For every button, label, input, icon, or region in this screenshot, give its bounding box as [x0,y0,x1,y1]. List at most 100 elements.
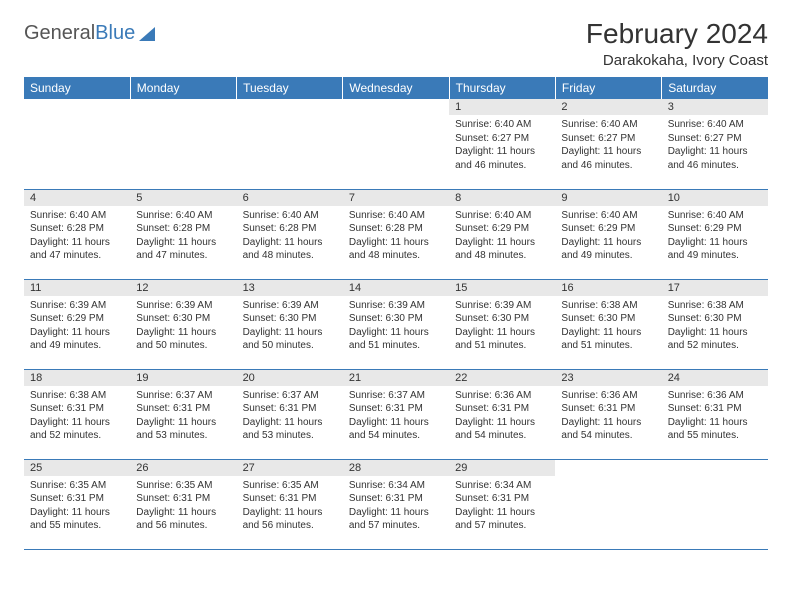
calendar-cell: 27Sunrise: 6:35 AMSunset: 6:31 PMDayligh… [237,459,343,549]
logo-word1: General [24,22,95,44]
day-data: Sunrise: 6:35 AMSunset: 6:31 PMDaylight:… [237,476,343,535]
day-number: 19 [130,370,236,386]
day-number: 4 [24,190,130,206]
calendar-cell: 4Sunrise: 6:40 AMSunset: 6:28 PMDaylight… [24,189,130,279]
calendar-cell: 14Sunrise: 6:39 AMSunset: 6:30 PMDayligh… [343,279,449,369]
calendar-cell: 2Sunrise: 6:40 AMSunset: 6:27 PMDaylight… [555,99,661,189]
calendar-row: 25Sunrise: 6:35 AMSunset: 6:31 PMDayligh… [24,459,768,549]
day-data: Sunrise: 6:38 AMSunset: 6:30 PMDaylight:… [555,296,661,355]
day-data: Sunrise: 6:40 AMSunset: 6:29 PMDaylight:… [662,206,768,265]
day-data: Sunrise: 6:38 AMSunset: 6:31 PMDaylight:… [24,386,130,445]
calendar-cell: 18Sunrise: 6:38 AMSunset: 6:31 PMDayligh… [24,369,130,459]
day-number: 18 [24,370,130,386]
calendar-cell: 1Sunrise: 6:40 AMSunset: 6:27 PMDaylight… [449,99,555,189]
day-number: 6 [237,190,343,206]
calendar-cell: 11Sunrise: 6:39 AMSunset: 6:29 PMDayligh… [24,279,130,369]
calendar-cell: .. [343,99,449,189]
weekday-header: Friday [555,77,661,99]
calendar-cell: .. [555,459,661,549]
calendar-cell: 22Sunrise: 6:36 AMSunset: 6:31 PMDayligh… [449,369,555,459]
day-number: 9 [555,190,661,206]
calendar-cell: 19Sunrise: 6:37 AMSunset: 6:31 PMDayligh… [130,369,236,459]
weekday-header: Saturday [662,77,768,99]
calendar-table: SundayMondayTuesdayWednesdayThursdayFrid… [24,77,768,550]
calendar-row: 18Sunrise: 6:38 AMSunset: 6:31 PMDayligh… [24,369,768,459]
day-number: 12 [130,280,236,296]
header: GeneralBlue February 2024 Darakokaha, Iv… [24,18,768,69]
calendar-cell: .. [237,99,343,189]
day-data: Sunrise: 6:37 AMSunset: 6:31 PMDaylight:… [237,386,343,445]
weekday-header: Monday [130,77,236,99]
logo-triangle-icon [139,27,155,41]
day-data: Sunrise: 6:40 AMSunset: 6:29 PMDaylight:… [449,206,555,265]
day-data: Sunrise: 6:37 AMSunset: 6:31 PMDaylight:… [130,386,236,445]
day-number: 22 [449,370,555,386]
day-number: 27 [237,460,343,476]
day-number: 17 [662,280,768,296]
day-data: Sunrise: 6:40 AMSunset: 6:29 PMDaylight:… [555,206,661,265]
day-number: 29 [449,460,555,476]
day-number: 5 [130,190,236,206]
day-number: 7 [343,190,449,206]
day-data: Sunrise: 6:40 AMSunset: 6:28 PMDaylight:… [130,206,236,265]
day-number: 24 [662,370,768,386]
day-data: Sunrise: 6:35 AMSunset: 6:31 PMDaylight:… [130,476,236,535]
day-data: Sunrise: 6:39 AMSunset: 6:30 PMDaylight:… [130,296,236,355]
calendar-row: ........1Sunrise: 6:40 AMSunset: 6:27 PM… [24,99,768,189]
calendar-cell: 16Sunrise: 6:38 AMSunset: 6:30 PMDayligh… [555,279,661,369]
day-number: 15 [449,280,555,296]
calendar-cell: 8Sunrise: 6:40 AMSunset: 6:29 PMDaylight… [449,189,555,279]
calendar-cell: 9Sunrise: 6:40 AMSunset: 6:29 PMDaylight… [555,189,661,279]
day-data: Sunrise: 6:38 AMSunset: 6:30 PMDaylight:… [662,296,768,355]
day-data: Sunrise: 6:35 AMSunset: 6:31 PMDaylight:… [24,476,130,535]
weekday-header: Sunday [24,77,130,99]
day-number: 1 [449,99,555,115]
day-number: 11 [24,280,130,296]
day-data: Sunrise: 6:39 AMSunset: 6:30 PMDaylight:… [237,296,343,355]
title-block: February 2024 Darakokaha, Ivory Coast [586,18,768,69]
calendar-cell: 7Sunrise: 6:40 AMSunset: 6:28 PMDaylight… [343,189,449,279]
page-title: February 2024 [586,18,768,50]
day-number: 23 [555,370,661,386]
calendar-cell: 5Sunrise: 6:40 AMSunset: 6:28 PMDaylight… [130,189,236,279]
day-data: Sunrise: 6:39 AMSunset: 6:29 PMDaylight:… [24,296,130,355]
day-data: Sunrise: 6:39 AMSunset: 6:30 PMDaylight:… [449,296,555,355]
day-data: Sunrise: 6:36 AMSunset: 6:31 PMDaylight:… [449,386,555,445]
calendar-cell: .. [662,459,768,549]
day-number: 28 [343,460,449,476]
calendar-cell: 12Sunrise: 6:39 AMSunset: 6:30 PMDayligh… [130,279,236,369]
weekday-row: SundayMondayTuesdayWednesdayThursdayFrid… [24,77,768,99]
calendar-row: 4Sunrise: 6:40 AMSunset: 6:28 PMDaylight… [24,189,768,279]
calendar-cell: 28Sunrise: 6:34 AMSunset: 6:31 PMDayligh… [343,459,449,549]
day-number: 21 [343,370,449,386]
calendar-cell: 26Sunrise: 6:35 AMSunset: 6:31 PMDayligh… [130,459,236,549]
day-data: Sunrise: 6:40 AMSunset: 6:27 PMDaylight:… [662,115,768,174]
weekday-header: Wednesday [343,77,449,99]
day-data: Sunrise: 6:40 AMSunset: 6:27 PMDaylight:… [555,115,661,174]
calendar-cell: 25Sunrise: 6:35 AMSunset: 6:31 PMDayligh… [24,459,130,549]
day-number: 8 [449,190,555,206]
day-data: Sunrise: 6:40 AMSunset: 6:28 PMDaylight:… [24,206,130,265]
logo-word2: Blue [95,22,135,44]
day-data: Sunrise: 6:40 AMSunset: 6:28 PMDaylight:… [343,206,449,265]
day-data: Sunrise: 6:37 AMSunset: 6:31 PMDaylight:… [343,386,449,445]
calendar-cell: 15Sunrise: 6:39 AMSunset: 6:30 PMDayligh… [449,279,555,369]
logo: GeneralBlue [24,18,155,45]
day-number: 25 [24,460,130,476]
location: Darakokaha, Ivory Coast [586,52,768,69]
day-data: Sunrise: 6:34 AMSunset: 6:31 PMDaylight:… [343,476,449,535]
calendar-cell: 21Sunrise: 6:37 AMSunset: 6:31 PMDayligh… [343,369,449,459]
calendar-cell: 10Sunrise: 6:40 AMSunset: 6:29 PMDayligh… [662,189,768,279]
calendar-cell: 13Sunrise: 6:39 AMSunset: 6:30 PMDayligh… [237,279,343,369]
calendar-cell: 23Sunrise: 6:36 AMSunset: 6:31 PMDayligh… [555,369,661,459]
calendar-cell: .. [24,99,130,189]
day-number: 10 [662,190,768,206]
day-number: 2 [555,99,661,115]
calendar-cell: 6Sunrise: 6:40 AMSunset: 6:28 PMDaylight… [237,189,343,279]
calendar-cell: 3Sunrise: 6:40 AMSunset: 6:27 PMDaylight… [662,99,768,189]
calendar-cell: 24Sunrise: 6:36 AMSunset: 6:31 PMDayligh… [662,369,768,459]
day-number: 20 [237,370,343,386]
day-data: Sunrise: 6:39 AMSunset: 6:30 PMDaylight:… [343,296,449,355]
weekday-header: Thursday [449,77,555,99]
day-data: Sunrise: 6:34 AMSunset: 6:31 PMDaylight:… [449,476,555,535]
